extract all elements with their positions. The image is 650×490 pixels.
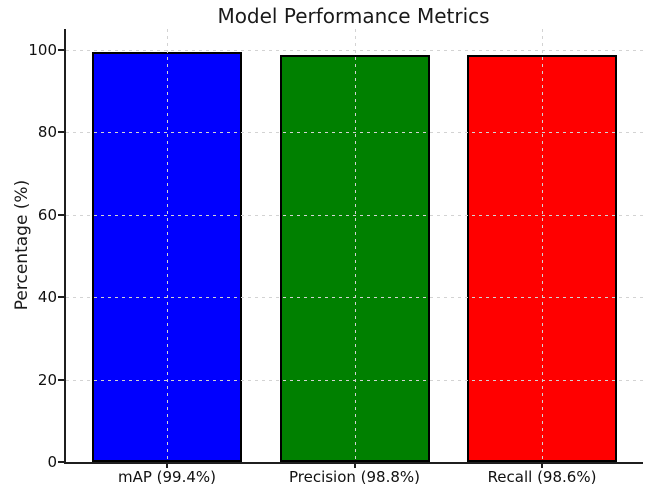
y-tick-label: 100 bbox=[28, 40, 57, 59]
y-tick-label: 40 bbox=[37, 288, 57, 307]
vertical-gridline bbox=[167, 29, 168, 462]
chart-title: Model Performance Metrics bbox=[217, 4, 490, 28]
y-tick-label: 80 bbox=[37, 123, 57, 142]
y-tick-mark bbox=[58, 378, 64, 381]
x-tick-mark bbox=[541, 464, 543, 468]
y-tick-mark bbox=[58, 131, 64, 134]
y-tick-mark bbox=[58, 461, 64, 463]
y-tick-label: 20 bbox=[37, 370, 57, 389]
y-tick-mark bbox=[58, 296, 64, 299]
y-tick-mark bbox=[58, 48, 64, 51]
x-tick-mark bbox=[166, 464, 168, 468]
y-tick-label: 0 bbox=[47, 453, 57, 471]
y-tick-label: 60 bbox=[37, 205, 57, 224]
plot-area bbox=[64, 29, 643, 464]
x-tick-mark bbox=[353, 464, 356, 468]
x-tick-label: Precision (98.8%) bbox=[288, 468, 421, 486]
vertical-gridline bbox=[354, 29, 356, 462]
x-tick-label: mAP (99.4%) bbox=[117, 468, 217, 486]
x-tick-label: Recall (98.6%) bbox=[487, 468, 597, 486]
vertical-gridline bbox=[542, 29, 543, 462]
y-tick-mark bbox=[58, 213, 64, 216]
